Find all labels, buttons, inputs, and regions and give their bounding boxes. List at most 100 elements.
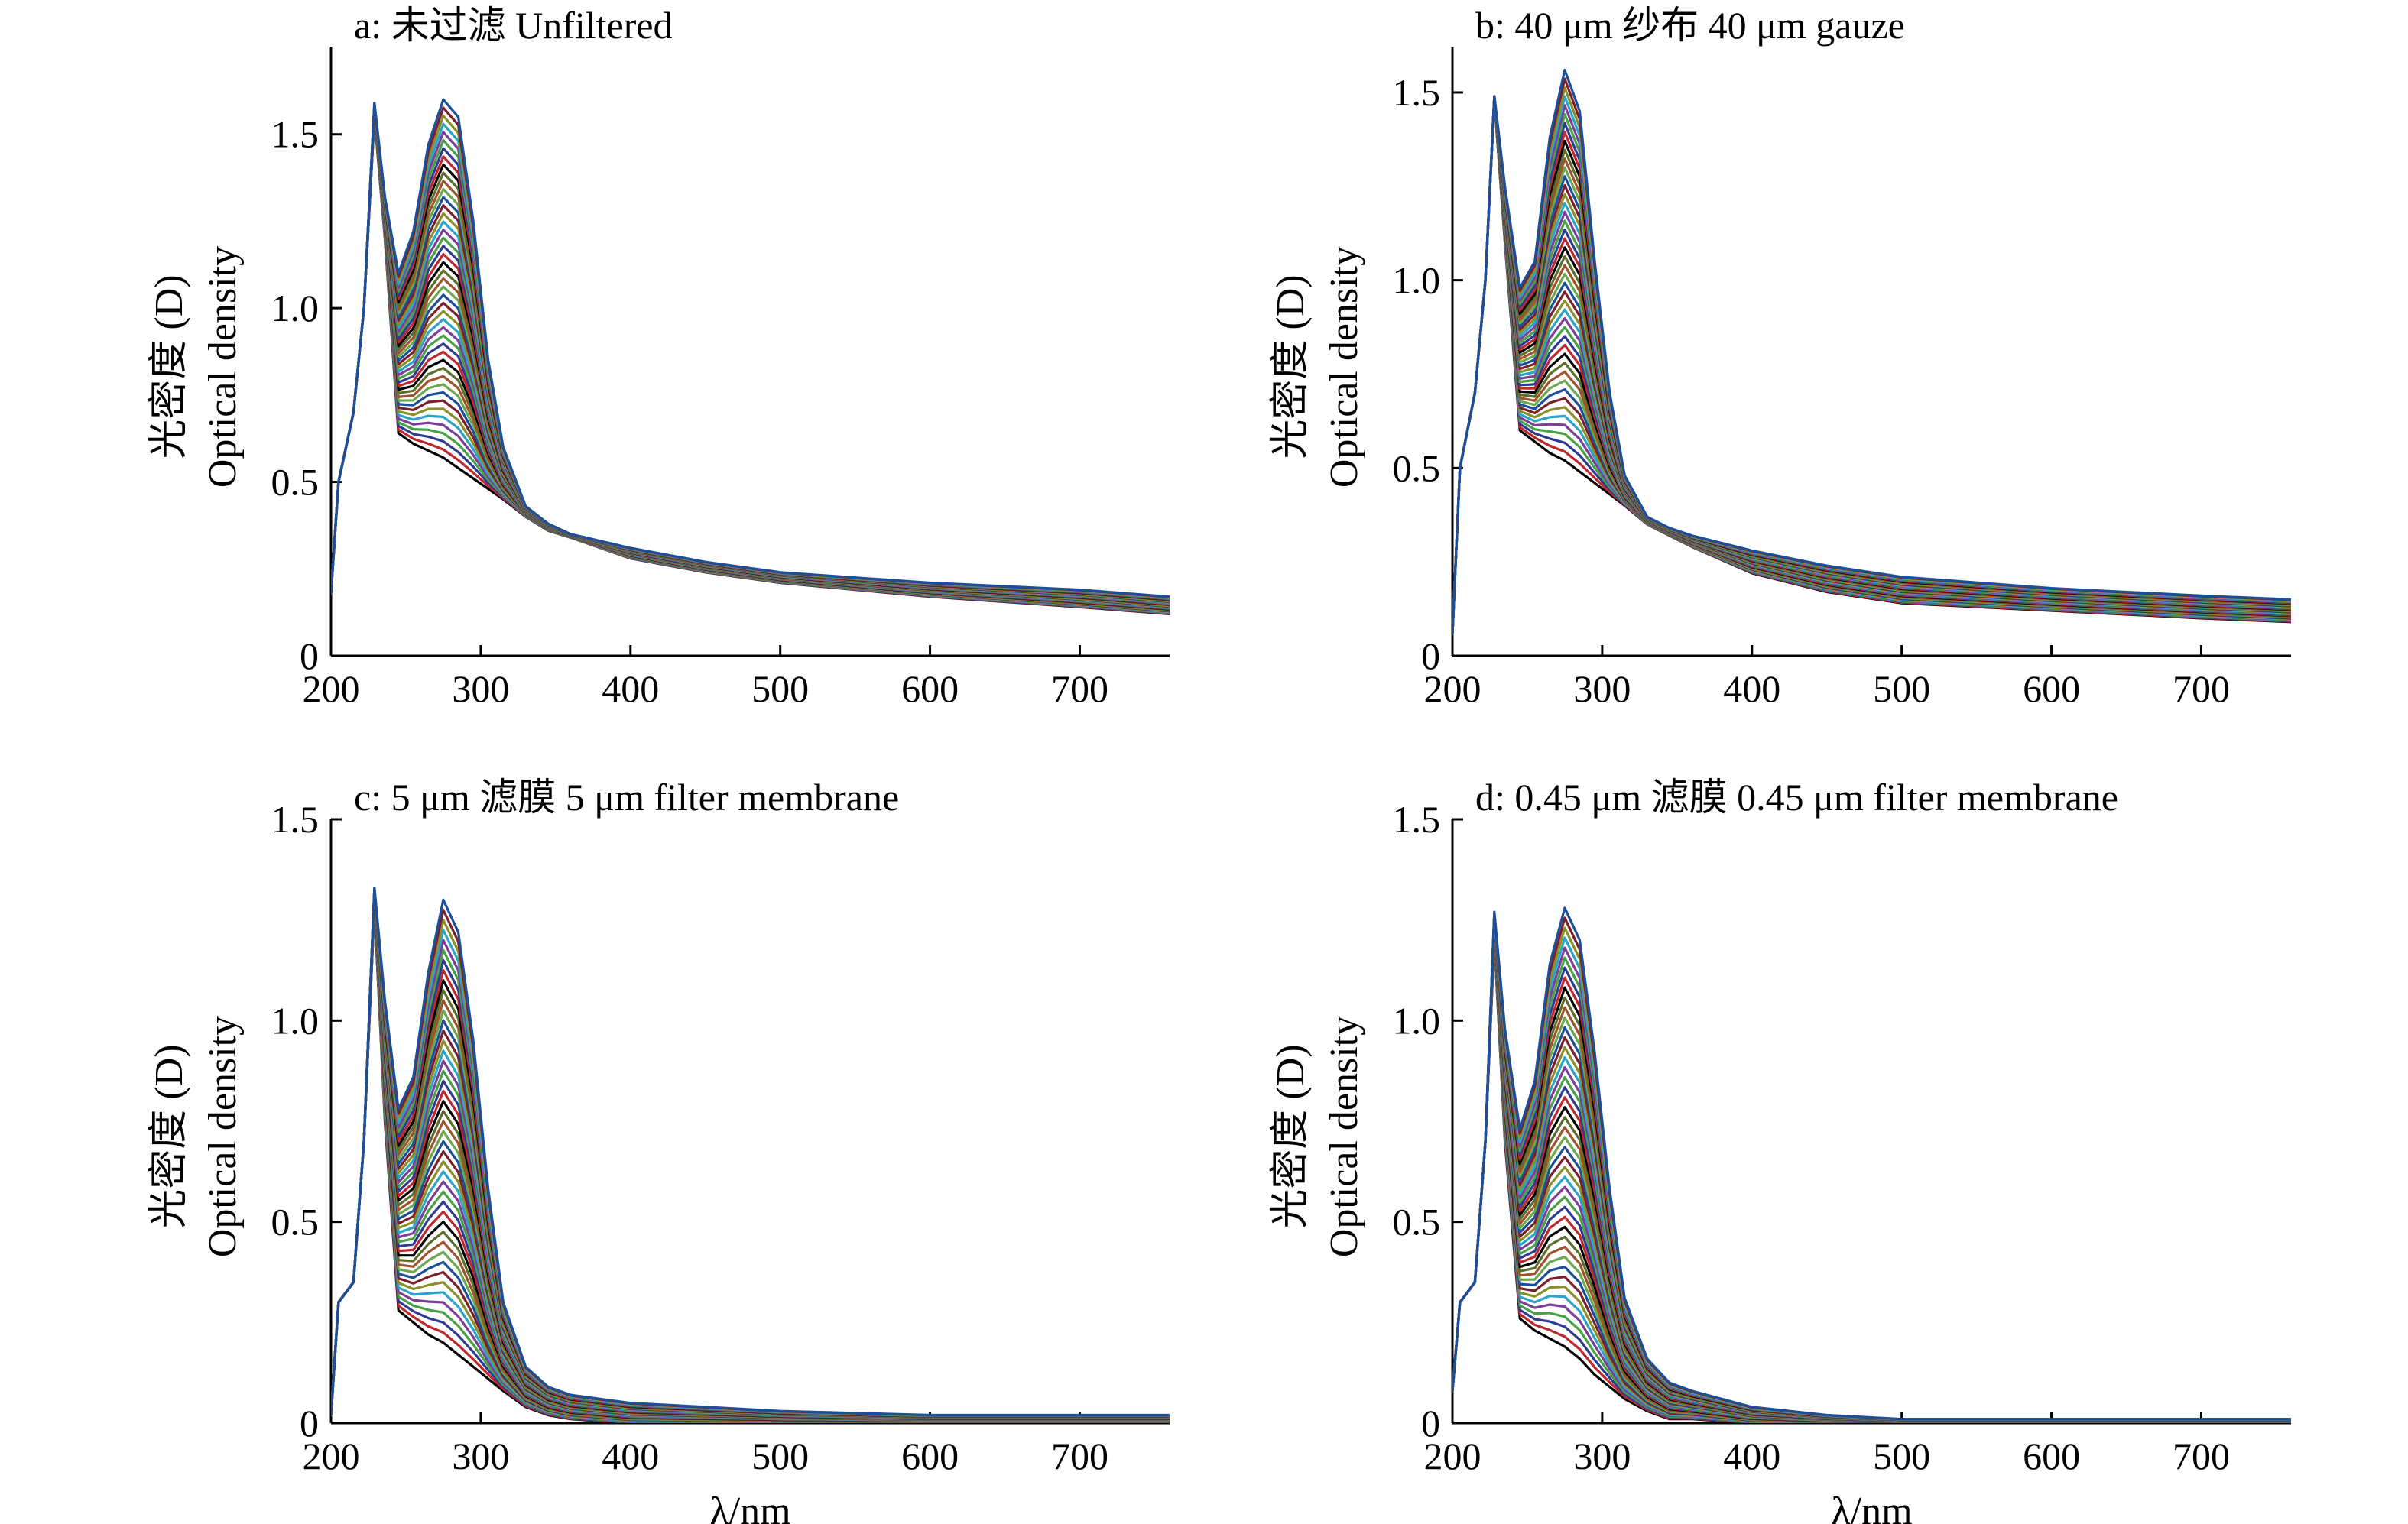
- spectrum-line: [331, 886, 1170, 1417]
- y-tick-label: 0.5: [1393, 1201, 1441, 1244]
- x-tick-label: 400: [1723, 1435, 1780, 1477]
- x-axis-title: λ/nm: [1831, 1490, 1912, 1524]
- panel-title: c: 5 μm 滤膜 5 μm filter membrane: [354, 776, 899, 819]
- y-tick-label: 1.5: [271, 798, 320, 841]
- spectrum-line: [1452, 86, 2291, 635]
- y-axis-title-cn: 光密度 (D): [1269, 1044, 1313, 1228]
- y-axis-title-en: Optical density: [201, 246, 245, 488]
- spectrum-line: [331, 115, 1170, 615]
- x-tick-label: 500: [751, 667, 809, 710]
- spectrum-line: [1452, 935, 2291, 1423]
- spectrum-line: [1452, 68, 2291, 635]
- x-tick-label: 700: [1051, 1435, 1108, 1477]
- spectrum-line: [331, 109, 1170, 608]
- y-axis-title-en: Optical density: [201, 1016, 245, 1257]
- x-tick-label: 700: [2173, 1435, 2230, 1477]
- spectrum-line: [1452, 921, 2291, 1422]
- series-group: [1452, 906, 2291, 1423]
- y-tick-label: 1.0: [1393, 999, 1441, 1042]
- spectrum-line: [331, 115, 1170, 615]
- spectrum-line: [331, 890, 1170, 1418]
- x-tick-label: 500: [1873, 1435, 1930, 1477]
- y-tick-label: 1.0: [271, 999, 320, 1042]
- y-axis-title-cn: 光密度 (D): [148, 274, 191, 459]
- spectrum-line: [1452, 922, 2291, 1422]
- spectrum-line: [1452, 96, 2291, 635]
- spectrum-line: [1452, 96, 2291, 635]
- spectrum-line: [331, 893, 1170, 1419]
- y-tick-label: 0: [1421, 1402, 1440, 1445]
- x-tick-label: 200: [1424, 667, 1481, 710]
- y-tick-label: 1.5: [1393, 71, 1441, 114]
- x-tick-label: 600: [901, 667, 959, 710]
- y-tick-label: 0.5: [271, 461, 320, 504]
- y-tick-label: 0.5: [271, 1201, 320, 1244]
- x-tick-label: 300: [452, 1435, 509, 1477]
- spectrum-line: [331, 108, 1170, 606]
- x-tick-label: 500: [1873, 667, 1930, 710]
- y-axis-title-en: Optical density: [1322, 1016, 1366, 1257]
- spectrum-line: [1452, 935, 2291, 1423]
- x-tick-label: 400: [602, 1435, 659, 1477]
- x-tick-label: 600: [2023, 667, 2080, 710]
- spectrum-line: [331, 115, 1170, 614]
- x-tick-label: 700: [2173, 667, 2230, 710]
- y-tick-label: 0.5: [1393, 446, 1441, 489]
- spectrum-line: [1452, 96, 2291, 635]
- x-tick-label: 200: [303, 667, 360, 710]
- x-tick-label: 500: [751, 1435, 809, 1477]
- x-tick-label: 400: [1723, 667, 1780, 710]
- spectrum-line: [1452, 96, 2291, 635]
- spectrum-line: [331, 890, 1170, 1419]
- series-group: [331, 98, 1170, 615]
- spectrum-line: [1452, 923, 2291, 1422]
- panel-a: 200 300 400 500 600 700 0 0.5 1.0 1.5 a: 未过滤 Unfil…: [148, 4, 1170, 710]
- y-tick-label: 1.0: [1393, 259, 1441, 302]
- panel-title: a: 未过滤 Unfiltered: [354, 4, 673, 47]
- spectrum-line: [331, 892, 1170, 1419]
- panel-b: 200 300 400 500 600 700 0 0.5 1.0 1.5 b: 40 μm 纱布 …: [1269, 4, 2291, 710]
- spectrum-line: [331, 109, 1170, 608]
- spectrum-line: [331, 894, 1170, 1420]
- spectrum-line: [1452, 906, 2291, 1421]
- y-axis-title-cn: 光密度 (D): [148, 1044, 191, 1228]
- y-axis-title-en: Optical density: [1322, 246, 1366, 488]
- spectrum-line: [331, 109, 1170, 607]
- spectrum-line: [331, 893, 1170, 1419]
- x-tick-label: 700: [1051, 667, 1108, 710]
- x-axis-title: λ/nm: [709, 1490, 790, 1524]
- y-axis-title-cn: 光密度 (D): [1269, 274, 1313, 459]
- spectrum-line: [331, 104, 1170, 601]
- y-tick-label: 0: [1421, 634, 1440, 677]
- y-tick-label: 0: [300, 634, 319, 677]
- spectrum-line: [1452, 96, 2291, 635]
- spectrum-line: [1452, 96, 2291, 635]
- spectrum-line: [331, 108, 1170, 607]
- panel-d: 200 300 400 500 600 700 0 0.5 1.0 1.5 d: 0.45 μm 滤…: [1269, 776, 2291, 1524]
- spectrum-line: [331, 893, 1170, 1419]
- spectrum-line: [331, 891, 1170, 1419]
- series-group: [1452, 68, 2291, 635]
- panel-c: 200 300 400 500 600 700 0 0.5 1.0 1.5 c: 5 μm 滤膜 5…: [148, 776, 1170, 1524]
- x-tick-label: 200: [303, 1435, 360, 1477]
- series-group: [331, 886, 1170, 1423]
- y-tick-label: 1.5: [1393, 798, 1441, 841]
- y-tick-label: 1.5: [271, 113, 320, 156]
- x-tick-label: 300: [452, 667, 509, 710]
- x-tick-label: 400: [602, 667, 659, 710]
- spectrum-line: [331, 892, 1170, 1419]
- spectrum-line: [331, 894, 1170, 1420]
- x-tick-label: 600: [2023, 1435, 2080, 1477]
- panel-title: d: 0.45 μm 滤膜 0.45 μm filter membrane: [1475, 776, 2118, 819]
- spectrum-line: [1452, 96, 2291, 635]
- spectrum-line: [1452, 936, 2291, 1423]
- y-tick-label: 0: [300, 1402, 319, 1445]
- y-tick-label: 1.0: [271, 287, 320, 329]
- panel-title: b: 40 μm 纱布 40 μm gauze: [1475, 4, 1905, 47]
- x-tick-label: 300: [1573, 667, 1631, 710]
- spectrum-line: [331, 98, 1170, 598]
- spectrum-line: [331, 109, 1170, 608]
- x-tick-label: 300: [1573, 1435, 1631, 1477]
- spectrum-line: [1452, 96, 2291, 635]
